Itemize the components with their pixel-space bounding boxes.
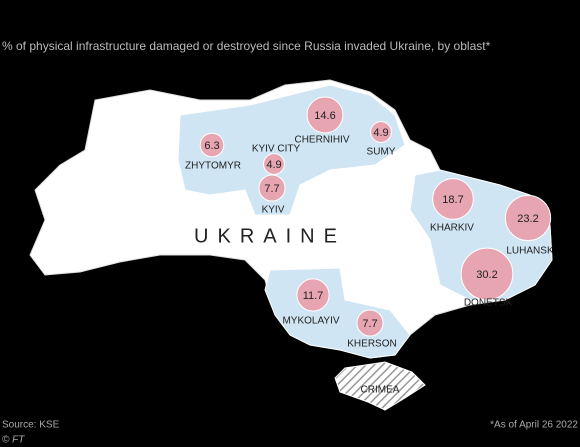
- oblast-label: LUHANSK: [506, 246, 554, 257]
- value-label: 6.3: [204, 140, 219, 152]
- oblast-label: CHERNIHIV: [294, 135, 349, 146]
- oblast-label: KYIV CITY: [252, 144, 301, 155]
- region-north: [177, 84, 406, 216]
- bubble: [199, 132, 225, 158]
- value-label: 4.9: [373, 127, 388, 139]
- bubble: [504, 194, 552, 242]
- bubble: [296, 278, 330, 312]
- crimea-label: CRIMEA: [361, 385, 400, 396]
- value-label: 14.6: [314, 110, 335, 122]
- bubble: [263, 153, 285, 175]
- credit: © FT: [2, 435, 25, 446]
- crimea: [334, 361, 426, 411]
- oblast-label: DONETSK: [464, 298, 513, 309]
- oblast-label: KHARKIV: [430, 223, 474, 234]
- value-label: 30.2: [476, 269, 497, 281]
- oblast-label: MYKOLAYIV: [282, 316, 339, 327]
- bubble: [370, 121, 392, 143]
- bubble: [258, 174, 286, 202]
- bubble: [432, 178, 474, 220]
- oblast-label: KHERSON: [347, 339, 396, 350]
- source: Source: KSE: [2, 420, 60, 431]
- value-label: 7.7: [264, 183, 279, 195]
- value-label: 4.9: [266, 159, 281, 171]
- oblast-label: SUMY: [367, 147, 396, 158]
- bubble: [356, 309, 384, 337]
- oblast-label: KYIV: [262, 205, 285, 216]
- bubble: [460, 247, 514, 301]
- value-label: 23.2: [517, 213, 538, 225]
- value-label: 18.7: [442, 194, 463, 206]
- value-label: 7.7: [362, 318, 377, 330]
- title: % of physical infrastructure damaged or …: [2, 39, 491, 53]
- ukraine-outline: [29, 79, 553, 359]
- footnote: *As of April 26 2022: [490, 420, 578, 431]
- country-label: UKRAINE: [194, 225, 346, 247]
- bubble: [306, 96, 344, 134]
- oblast-label: ZHYTOMYR: [185, 161, 241, 172]
- value-label: 11.7: [303, 290, 324, 302]
